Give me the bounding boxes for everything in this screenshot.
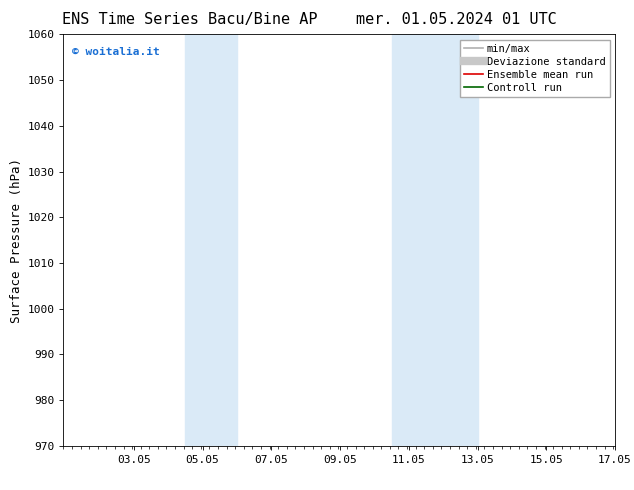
Text: mer. 01.05.2024 01 UTC: mer. 01.05.2024 01 UTC [356,12,557,27]
Text: ENS Time Series Bacu/Bine AP: ENS Time Series Bacu/Bine AP [63,12,318,27]
Legend: min/max, Deviazione standard, Ensemble mean run, Controll run: min/max, Deviazione standard, Ensemble m… [460,40,610,97]
Bar [392,34,477,446]
Y-axis label: Surface Pressure (hPa): Surface Pressure (hPa) [10,158,23,322]
Text: © woitalia.it: © woitalia.it [72,47,159,57]
Bar [185,34,237,446]
